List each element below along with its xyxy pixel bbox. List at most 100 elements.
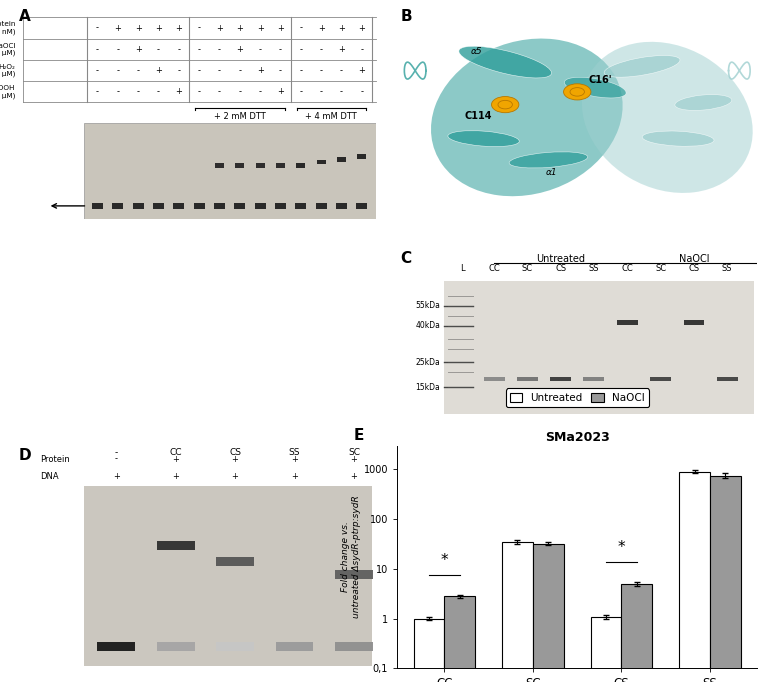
Text: DNA: DNA (41, 473, 59, 481)
Text: +: + (175, 24, 182, 33)
Text: +: + (175, 87, 182, 96)
Text: -: - (299, 45, 302, 54)
Text: H₂O₂
(4 μM): H₂O₂ (4 μM) (0, 64, 15, 77)
Text: Untreated: Untreated (536, 254, 585, 265)
Bar (650, 376, 671, 381)
Bar (132, 203, 144, 209)
Text: +: + (232, 473, 239, 481)
Bar (533, 544, 564, 682)
Text: +: + (257, 66, 264, 75)
Text: +: + (135, 45, 142, 54)
Text: +: + (232, 454, 239, 464)
Bar (173, 203, 184, 209)
Text: -: - (177, 66, 181, 75)
Bar (591, 617, 621, 682)
Text: -: - (137, 66, 140, 75)
Text: -: - (238, 87, 241, 96)
Text: SS: SS (722, 264, 732, 273)
Text: +: + (257, 24, 264, 33)
Ellipse shape (509, 152, 588, 168)
Text: B: B (401, 9, 412, 24)
Bar (617, 321, 638, 325)
Bar (484, 376, 505, 381)
Text: *: * (441, 553, 448, 568)
Circle shape (491, 97, 519, 113)
Text: +: + (155, 24, 162, 33)
Bar (256, 163, 265, 168)
Text: -: - (157, 87, 160, 96)
Text: CS: CS (688, 264, 699, 273)
Text: +: + (277, 87, 284, 96)
Text: CC: CC (489, 264, 500, 273)
Text: 15kDa: 15kDa (415, 383, 441, 392)
Text: SC: SC (656, 264, 666, 273)
Text: + 2 mM DTT: + 2 mM DTT (214, 112, 265, 121)
Text: -: - (340, 87, 343, 96)
Text: +: + (277, 24, 284, 33)
Text: C16': C16' (589, 75, 613, 85)
Text: α5: α5 (470, 47, 482, 56)
Text: +: + (338, 24, 345, 33)
Text: -: - (340, 66, 343, 75)
Bar (683, 321, 705, 325)
Text: SC: SC (348, 448, 360, 457)
Text: -: - (116, 45, 119, 54)
Bar (517, 376, 538, 381)
Text: -: - (218, 45, 221, 54)
Text: CS: CS (229, 448, 241, 457)
Bar (444, 596, 476, 682)
Bar (83, 486, 372, 666)
Text: -: - (177, 45, 181, 54)
Text: C114: C114 (464, 111, 492, 121)
Text: 55kDa: 55kDa (415, 301, 441, 310)
Text: -: - (137, 87, 140, 96)
Text: -: - (115, 448, 118, 457)
Bar (335, 570, 373, 579)
Text: -: - (197, 24, 200, 33)
Legend: Untreated, NaOCl: Untreated, NaOCl (506, 389, 649, 407)
Text: Protein: Protein (41, 454, 70, 464)
Bar (276, 163, 285, 168)
Bar (584, 376, 604, 381)
Bar (717, 376, 737, 381)
Bar (215, 163, 224, 168)
Ellipse shape (604, 55, 680, 77)
Ellipse shape (675, 95, 732, 110)
Bar (235, 163, 244, 168)
Text: -: - (96, 45, 99, 54)
Text: NaOCl: NaOCl (679, 254, 710, 265)
Text: -: - (197, 45, 200, 54)
Ellipse shape (459, 46, 552, 78)
Ellipse shape (448, 131, 519, 147)
Text: A: A (19, 9, 31, 24)
Bar (414, 619, 444, 682)
Bar (335, 642, 373, 651)
Text: Protein
(170 nM): Protein (170 nM) (0, 21, 15, 35)
Bar (92, 203, 103, 209)
Text: +: + (291, 473, 298, 481)
Text: -: - (218, 66, 221, 75)
Text: D: D (19, 448, 31, 463)
Bar (502, 542, 533, 682)
Text: -: - (157, 45, 160, 54)
Text: 40kDa: 40kDa (415, 321, 441, 330)
Title: SMa2023: SMa2023 (545, 432, 610, 445)
Bar (275, 642, 314, 651)
Text: SC: SC (522, 264, 533, 273)
Text: CC: CC (169, 448, 182, 457)
Circle shape (564, 84, 591, 100)
Text: -: - (96, 87, 99, 96)
Circle shape (498, 100, 513, 109)
Text: -: - (96, 24, 99, 33)
Text: -: - (320, 66, 323, 75)
Text: +: + (350, 454, 357, 464)
Text: SS: SS (288, 448, 300, 457)
Text: +: + (317, 24, 324, 33)
Ellipse shape (642, 131, 714, 146)
Text: +: + (216, 24, 223, 33)
Text: -: - (299, 66, 302, 75)
Bar (157, 642, 194, 651)
Bar (444, 281, 754, 414)
Text: + 4 mM DTT: + 4 mM DTT (305, 112, 357, 121)
Text: -: - (320, 45, 323, 54)
